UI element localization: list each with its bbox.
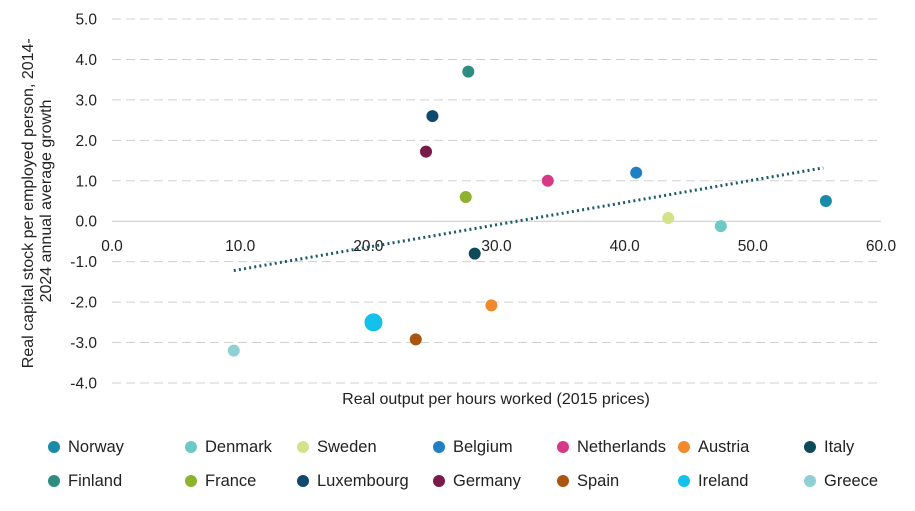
legend-item-norway: Norway [48, 436, 185, 458]
y-tick-label: 5.0 [75, 12, 97, 29]
legend-label: Norway [68, 437, 124, 456]
scatter-chart: 5.04.03.02.01.00.0-1.0-2.0-3.0-4.0 0.0 10… [20, 12, 896, 409]
legend-marker [185, 475, 197, 487]
gridlines [112, 18, 881, 384]
legend-marker [804, 475, 816, 487]
legend-marker [678, 475, 690, 487]
legend-label: Austria [698, 437, 750, 456]
x-tick-label: 30.0 [481, 238, 512, 255]
trendline [233, 166, 824, 273]
legend-label: Germany [453, 471, 521, 490]
legend-marker [48, 441, 60, 453]
legend-label: Ireland [698, 471, 749, 490]
legend-label: Italy [824, 437, 855, 456]
legend-label: Denmark [205, 437, 272, 456]
data-point-luxembourg [426, 110, 439, 123]
legend: Norway Denmark Sweden Belgium Netherlands Aus… [48, 436, 908, 492]
y-tick-label: -1.0 [70, 254, 97, 271]
legend-label: Spain [577, 471, 620, 490]
y-tick-label: 3.0 [75, 92, 97, 109]
data-point-denmark [714, 220, 727, 233]
data-point-sweden [662, 211, 675, 224]
legend-marker [557, 441, 569, 453]
data-point-norway [819, 195, 832, 207]
y-tick-label: 4.0 [75, 52, 97, 69]
legend-marker [185, 441, 197, 453]
y-tick-label: -4.0 [70, 376, 97, 393]
y-axis-label-line-2: 2024 annual average growth [38, 100, 55, 303]
legend-marker [433, 475, 445, 487]
legend-label: Luxembourg [317, 471, 409, 490]
legend-item-netherlands: Netherlands [557, 436, 678, 458]
y-tick-label: 1.0 [75, 173, 97, 190]
x-tick-label: 0.0 [101, 238, 123, 255]
data-point-finland [462, 65, 475, 78]
legend-marker [297, 475, 309, 487]
legend-item-denmark: Denmark [185, 436, 297, 458]
x-axis-label: Real output per hours worked (2015 price… [342, 391, 650, 408]
data-point-spain [409, 333, 422, 346]
data-point-germany [420, 145, 433, 158]
legend-label: Belgium [453, 437, 513, 456]
legend-item-france: France [185, 470, 297, 492]
legend-item-italy: Italy [804, 436, 908, 458]
y-tick-label: 0.0 [75, 214, 97, 231]
y-axis-label-line-1: Real capital stock per employed person, … [20, 38, 37, 368]
data-point-belgium [630, 166, 643, 179]
legend-marker [433, 441, 445, 453]
x-tick-label: 50.0 [738, 238, 769, 255]
data-point-france [459, 190, 472, 203]
legend-item-belgium: Belgium [433, 436, 557, 458]
data-point-greece [227, 344, 240, 357]
legend-marker [678, 441, 690, 453]
y-axis-label: Real capital stock per employed person, … [20, 34, 55, 368]
y-tick-label: -2.0 [70, 295, 97, 312]
legend-label: France [205, 471, 257, 490]
legend-item-finland: Finland [48, 470, 185, 492]
x-axis-ticks: 0.0 10.0 20.0 30.0 40.0 50.0 60.0 [101, 238, 896, 255]
legend-label: Greece [824, 471, 879, 490]
legend-label: Netherlands [577, 437, 666, 456]
legend-item-spain: Spain [557, 470, 678, 492]
data-point-netherlands [541, 174, 554, 187]
legend-marker [48, 475, 60, 487]
x-tick-label: 60.0 [866, 238, 897, 255]
data-point-ireland [364, 313, 383, 332]
legend-marker [297, 441, 309, 453]
legend-item-germany: Germany [433, 470, 557, 492]
legend-item-greece: Greece [804, 470, 908, 492]
legend-item-sweden: Sweden [297, 436, 433, 458]
data-point-italy [468, 247, 481, 260]
y-tick-label: -3.0 [70, 335, 97, 352]
x-tick-label: 10.0 [225, 238, 256, 255]
legend-item-ireland: Ireland [678, 470, 804, 492]
data-points [227, 65, 832, 357]
legend-label: Finland [68, 471, 123, 490]
legend-marker [557, 475, 569, 487]
legend-label: Sweden [317, 437, 377, 456]
legend-item-luxembourg: Luxembourg [297, 470, 433, 492]
x-tick-label: 40.0 [610, 238, 641, 255]
legend-marker [804, 441, 816, 453]
data-point-austria [485, 299, 498, 312]
legend-item-austria: Austria [678, 436, 804, 458]
y-tick-label: 2.0 [75, 133, 97, 150]
y-axis-ticks: 5.0 4.0 3.0 2.0 1.0 0.0 -1.0 -2.0 -3.0 -4.0 [70, 12, 97, 393]
